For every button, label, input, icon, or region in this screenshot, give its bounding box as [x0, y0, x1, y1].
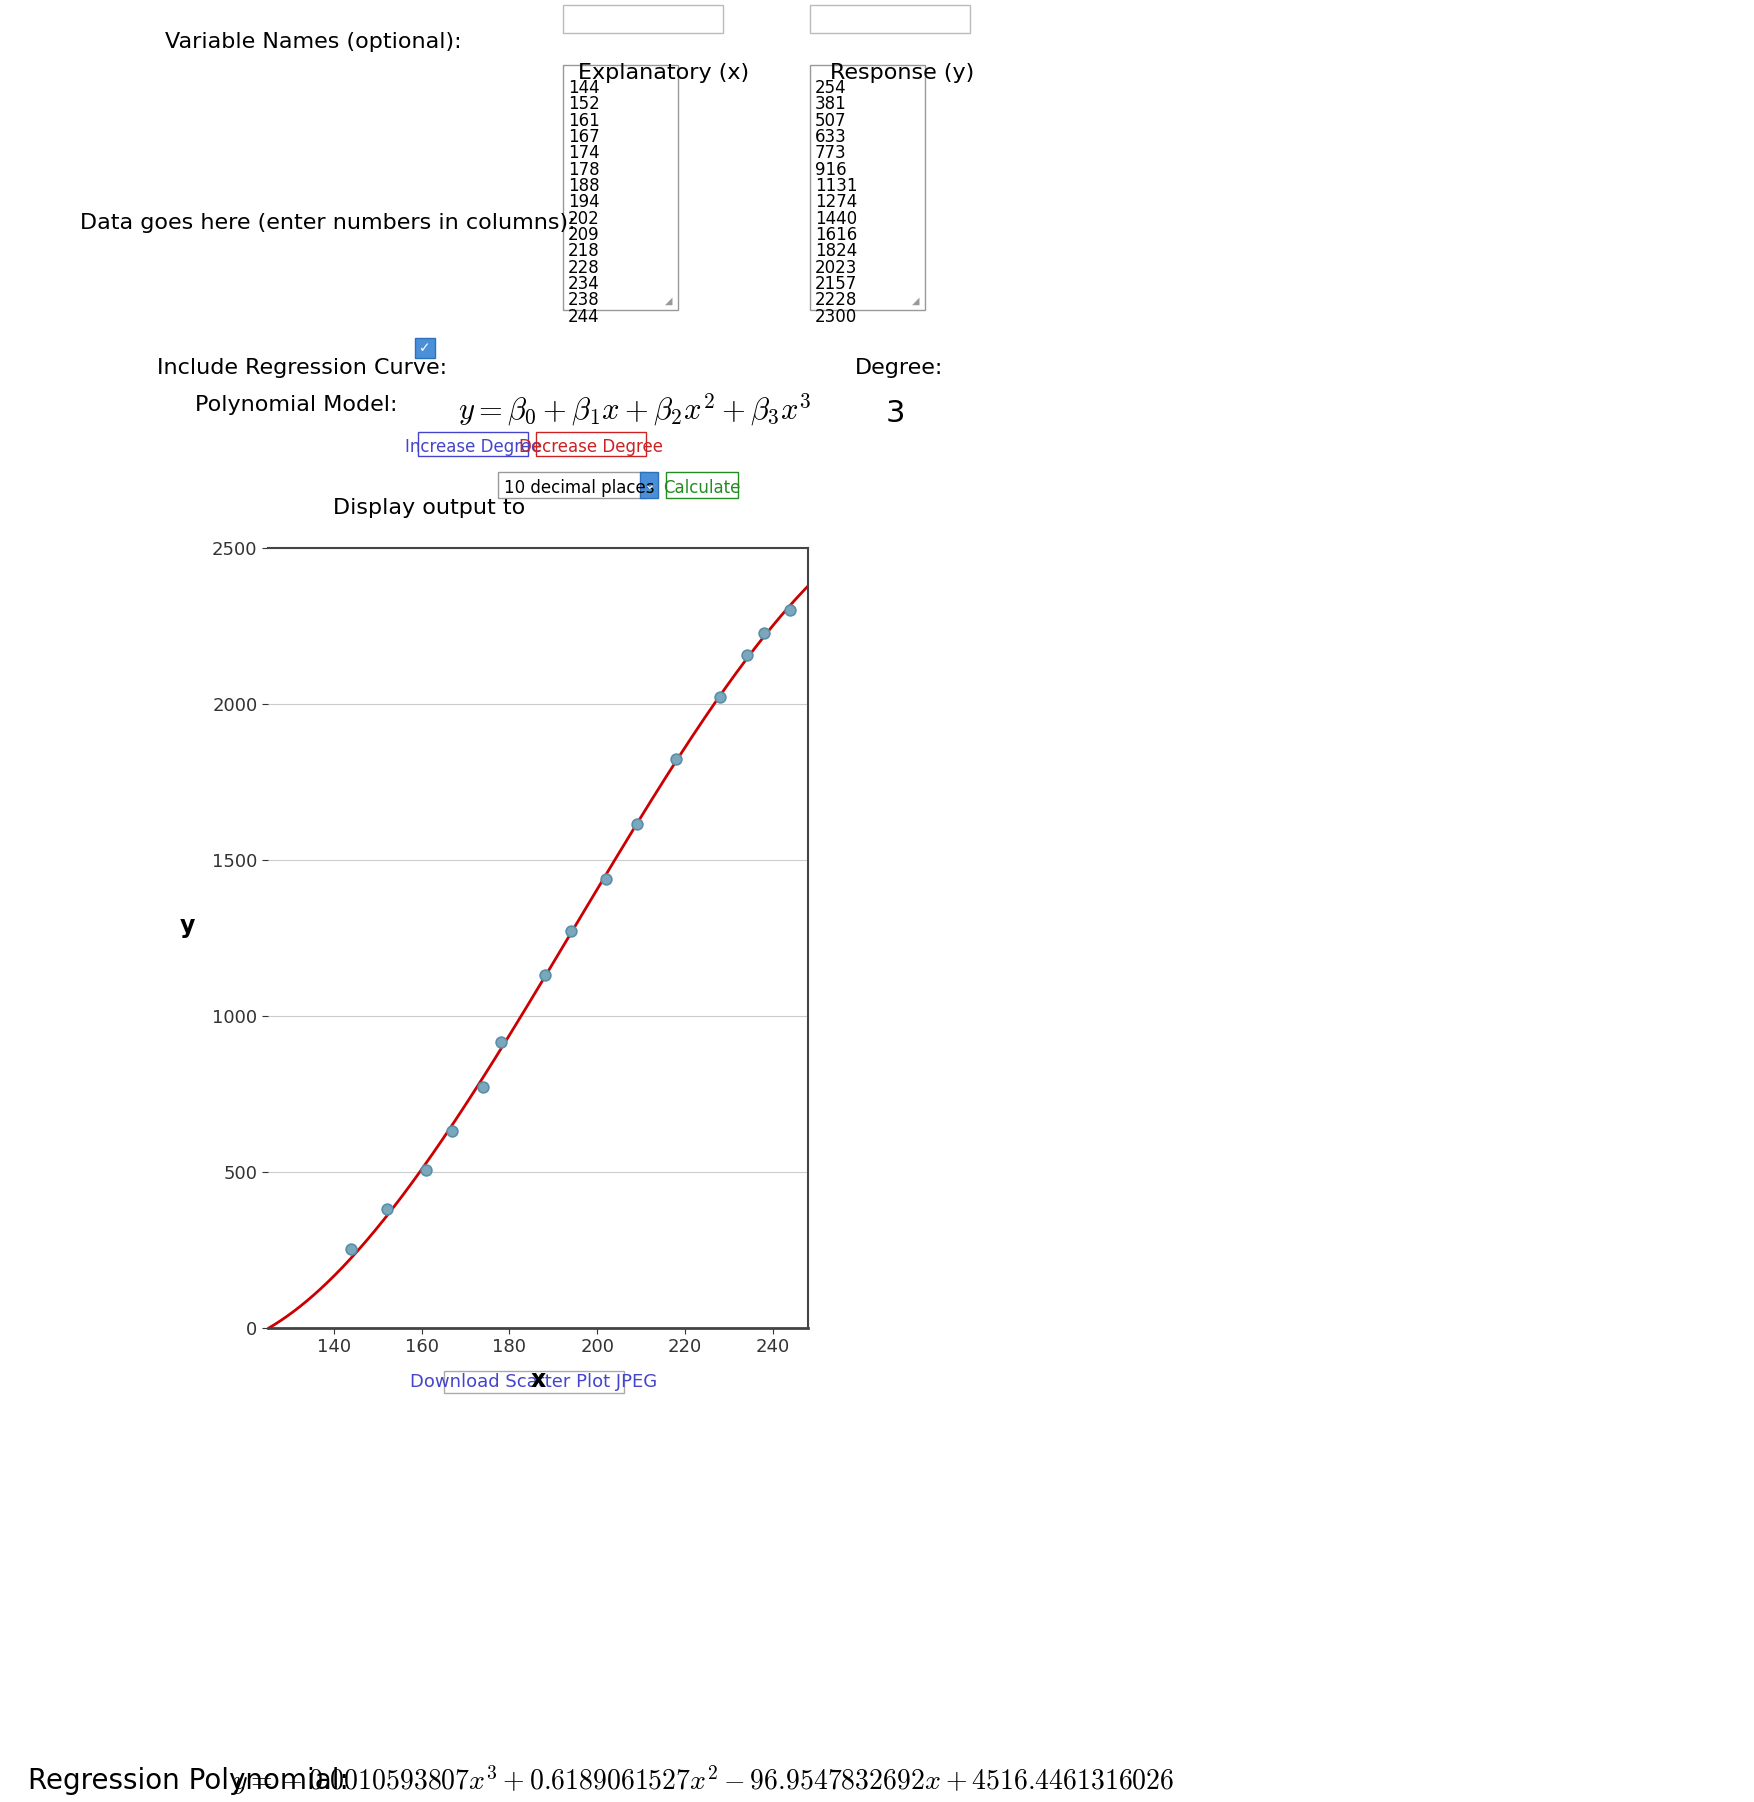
Text: Degree:: Degree: [854, 359, 944, 378]
Point [372, 1195, 400, 1224]
Text: 10 decimal places: 10 decimal places [503, 479, 654, 497]
Text: $y = -0.0010593807x^3 + 0.6189061527x^2 - 96.9547832692x + 4516.4461316026$: $y = -0.0010593807x^3 + 0.6189061527x^2 … [232, 1762, 1175, 1797]
Text: 381: 381 [816, 96, 847, 114]
Text: 234: 234 [568, 276, 600, 294]
Text: 507: 507 [816, 112, 847, 130]
Point [530, 960, 558, 989]
Text: Download Scatter Plot JPEG: Download Scatter Plot JPEG [410, 1373, 658, 1391]
Point [777, 596, 805, 625]
Text: 161: 161 [568, 112, 600, 130]
Bar [537, 432, 645, 456]
Text: ⌄: ⌄ [644, 478, 654, 492]
Point [707, 683, 735, 712]
Point [468, 1072, 496, 1101]
Text: 167: 167 [568, 128, 600, 146]
Y-axis label: y: y [179, 914, 195, 939]
Point [663, 744, 691, 773]
Text: 152: 152 [568, 96, 600, 114]
Text: 244: 244 [568, 308, 600, 326]
Bar [416, 339, 435, 359]
Text: 228: 228 [568, 259, 600, 278]
Text: 2228: 2228 [816, 292, 858, 310]
Text: $y = \beta_0 + \beta_1 x + \beta_2 x^2 + \beta_3 x^3$: $y = \beta_0 + \beta_1 x + \beta_2 x^2 +… [458, 391, 812, 427]
Text: 1274: 1274 [816, 193, 858, 211]
Bar [444, 1371, 624, 1393]
Point [412, 1155, 440, 1184]
Text: 773: 773 [816, 144, 847, 162]
Bar [417, 432, 528, 456]
Text: Response (y): Response (y) [830, 63, 973, 83]
Bar [667, 472, 738, 497]
Text: ◢: ◢ [912, 296, 919, 306]
Text: 194: 194 [568, 193, 600, 211]
Bar [563, 65, 679, 310]
Text: 1440: 1440 [816, 209, 858, 227]
Text: 202: 202 [568, 209, 600, 227]
Text: Increase Degree: Increase Degree [405, 438, 542, 456]
Text: ◢: ◢ [665, 296, 672, 306]
X-axis label: x: x [530, 1368, 545, 1391]
Text: 209: 209 [568, 225, 600, 243]
Bar [640, 472, 658, 497]
Point [438, 1115, 467, 1144]
Text: 916: 916 [816, 160, 847, 178]
Text: Regression Polynomial:: Regression Polynomial: [28, 1768, 349, 1795]
Point [556, 915, 584, 944]
Point [337, 1234, 365, 1263]
Text: 2300: 2300 [816, 308, 858, 326]
Text: 144: 144 [568, 79, 600, 97]
Text: 218: 218 [568, 241, 600, 259]
Text: Explanatory (x): Explanatory (x) [579, 63, 749, 83]
Text: 254: 254 [816, 79, 847, 97]
Point [486, 1027, 514, 1056]
Text: Polynomial Model:: Polynomial Model: [195, 395, 398, 414]
Text: Calculate: Calculate [663, 479, 740, 497]
Bar [810, 65, 924, 310]
Text: 3: 3 [886, 398, 905, 429]
Text: 178: 178 [568, 160, 600, 178]
Text: Decrease Degree: Decrease Degree [519, 438, 663, 456]
Point [623, 809, 651, 838]
Text: Include Regression Curve:: Include Regression Curve: [158, 359, 447, 378]
Text: Display output to: Display output to [333, 497, 524, 517]
Text: 174: 174 [568, 144, 600, 162]
Bar [563, 5, 723, 32]
Point [593, 865, 621, 894]
Point [733, 640, 761, 669]
Text: 1131: 1131 [816, 177, 858, 195]
Text: 188: 188 [568, 177, 600, 195]
Text: 1616: 1616 [816, 225, 858, 243]
Text: Data goes here (enter numbers in columns):: Data goes here (enter numbers in columns… [81, 213, 575, 232]
Text: 633: 633 [816, 128, 847, 146]
Text: 2157: 2157 [816, 276, 858, 294]
Bar [810, 5, 970, 32]
Text: Variable Names (optional):: Variable Names (optional): [165, 32, 461, 52]
Text: 2023: 2023 [816, 259, 858, 278]
Text: 1824: 1824 [816, 241, 858, 259]
Text: ✓: ✓ [419, 341, 431, 355]
Bar [498, 472, 645, 497]
Text: 238: 238 [568, 292, 600, 310]
Point [751, 618, 779, 647]
